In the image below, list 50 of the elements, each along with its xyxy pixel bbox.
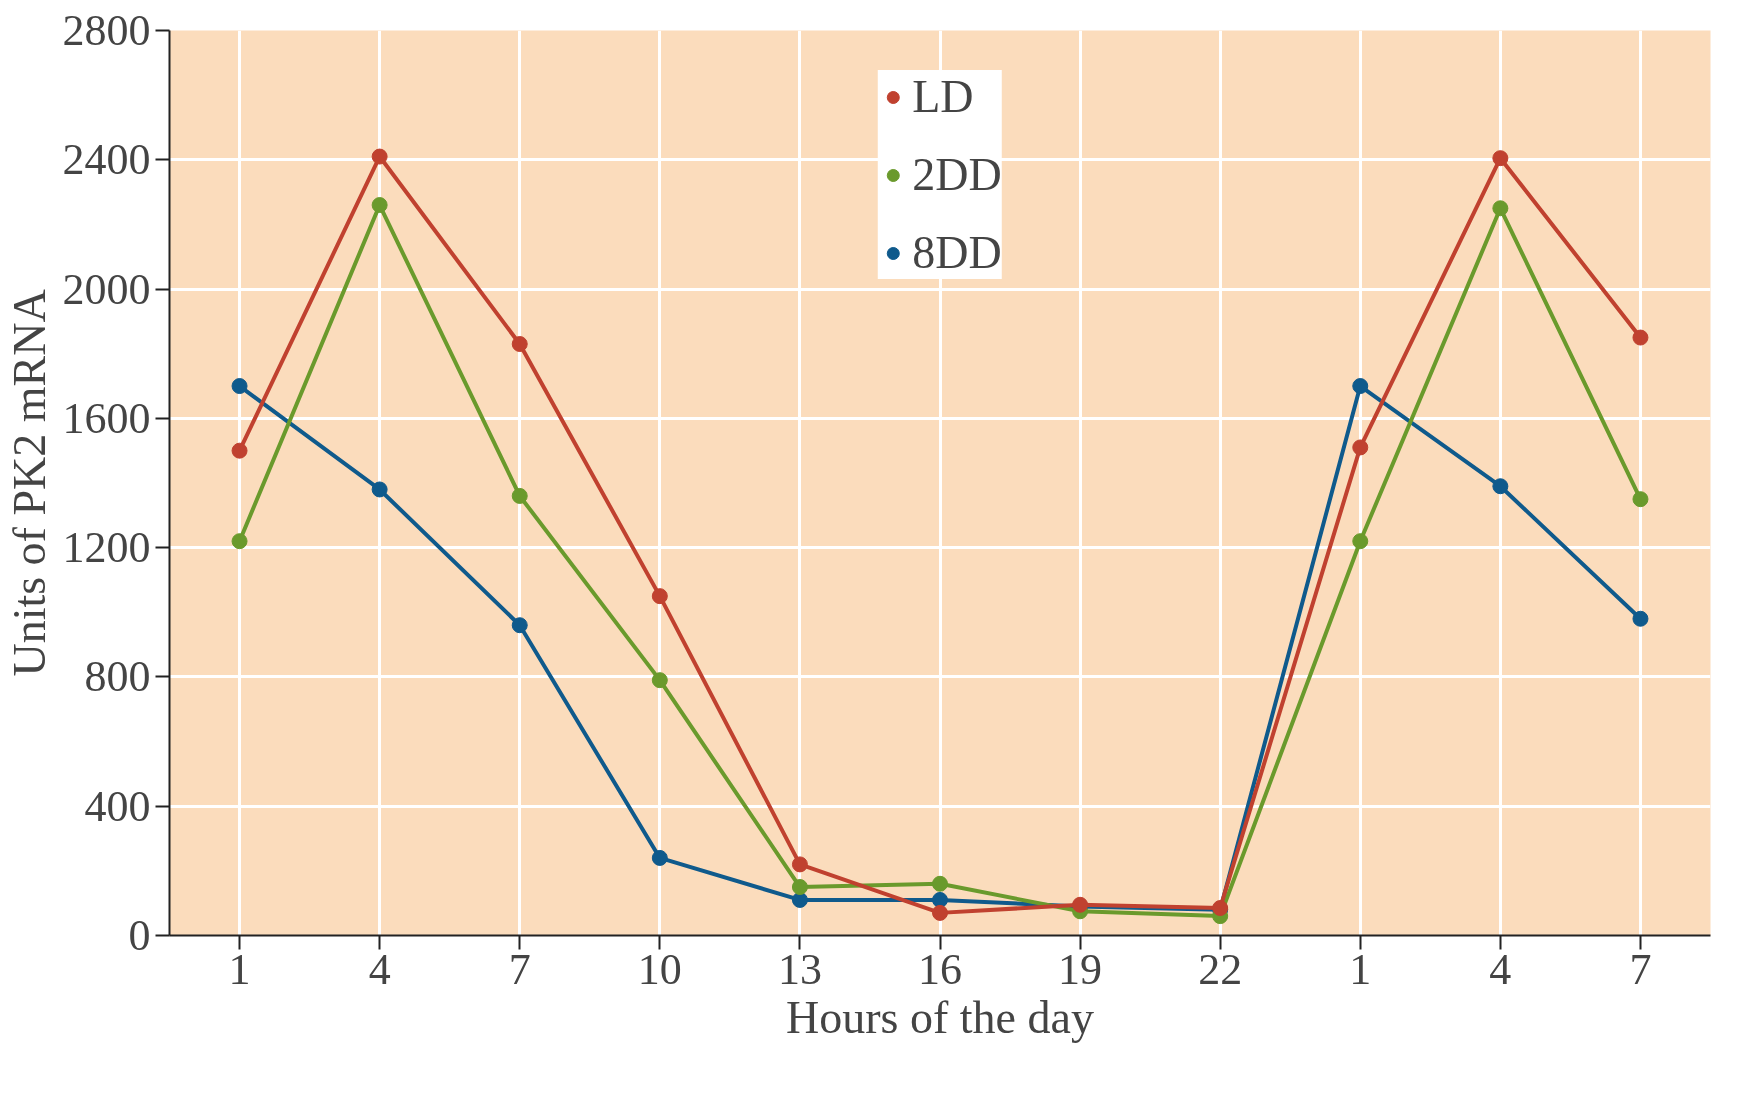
x-tick-label: 7 — [508, 944, 531, 994]
point — [932, 875, 948, 892]
y-tick-label: 1600 — [62, 393, 151, 443]
x-tick-label: 1 — [228, 944, 251, 994]
x-tick-label: 19 — [1058, 944, 1103, 994]
x-tick-label: 10 — [637, 944, 682, 994]
y-tick-label: 1200 — [62, 523, 151, 573]
point — [651, 672, 668, 689]
point — [1492, 200, 1509, 217]
point — [231, 378, 248, 395]
point — [371, 197, 388, 214]
x-tick-label: 22 — [1198, 944, 1243, 994]
x-tick-label: 7 — [1629, 944, 1652, 994]
point — [511, 487, 528, 504]
legend-label: LD — [912, 70, 974, 123]
point — [511, 617, 528, 634]
y-tick-label: 400 — [84, 781, 151, 831]
point — [791, 856, 808, 873]
x-tick-label: 13 — [777, 944, 822, 994]
point — [1492, 478, 1509, 495]
point — [651, 588, 668, 605]
point — [231, 533, 248, 550]
point — [651, 849, 668, 866]
x-tick-label: 4 — [1489, 944, 1512, 994]
x-tick-label: 16 — [918, 944, 962, 994]
point — [1632, 329, 1649, 346]
point — [371, 148, 388, 165]
point — [1492, 150, 1509, 167]
point — [1632, 610, 1649, 627]
point — [932, 891, 948, 908]
point — [1352, 439, 1369, 456]
x-tick-label: 1 — [1349, 944, 1372, 994]
point — [1352, 378, 1369, 395]
y-tick-label: 800 — [84, 652, 151, 702]
point — [511, 336, 528, 352]
point — [1352, 533, 1369, 550]
point — [932, 904, 948, 921]
x-tick-label: 4 — [368, 944, 391, 994]
point — [791, 879, 808, 895]
point — [371, 481, 388, 498]
y-tick-label: 2400 — [62, 135, 151, 185]
legend-label: 2DD — [912, 148, 1002, 201]
y-axis-title: Units of PK2 mRNA — [3, 289, 55, 677]
x-axis-title: Hours of the day — [786, 991, 1094, 1043]
point — [231, 442, 248, 459]
y-tick-label: 2800 — [62, 6, 151, 55]
point — [1632, 491, 1649, 508]
y-tick-label: 2000 — [62, 264, 151, 314]
legend-label: 8DD — [912, 226, 1002, 279]
y-tick-label: 0 — [128, 911, 151, 960]
